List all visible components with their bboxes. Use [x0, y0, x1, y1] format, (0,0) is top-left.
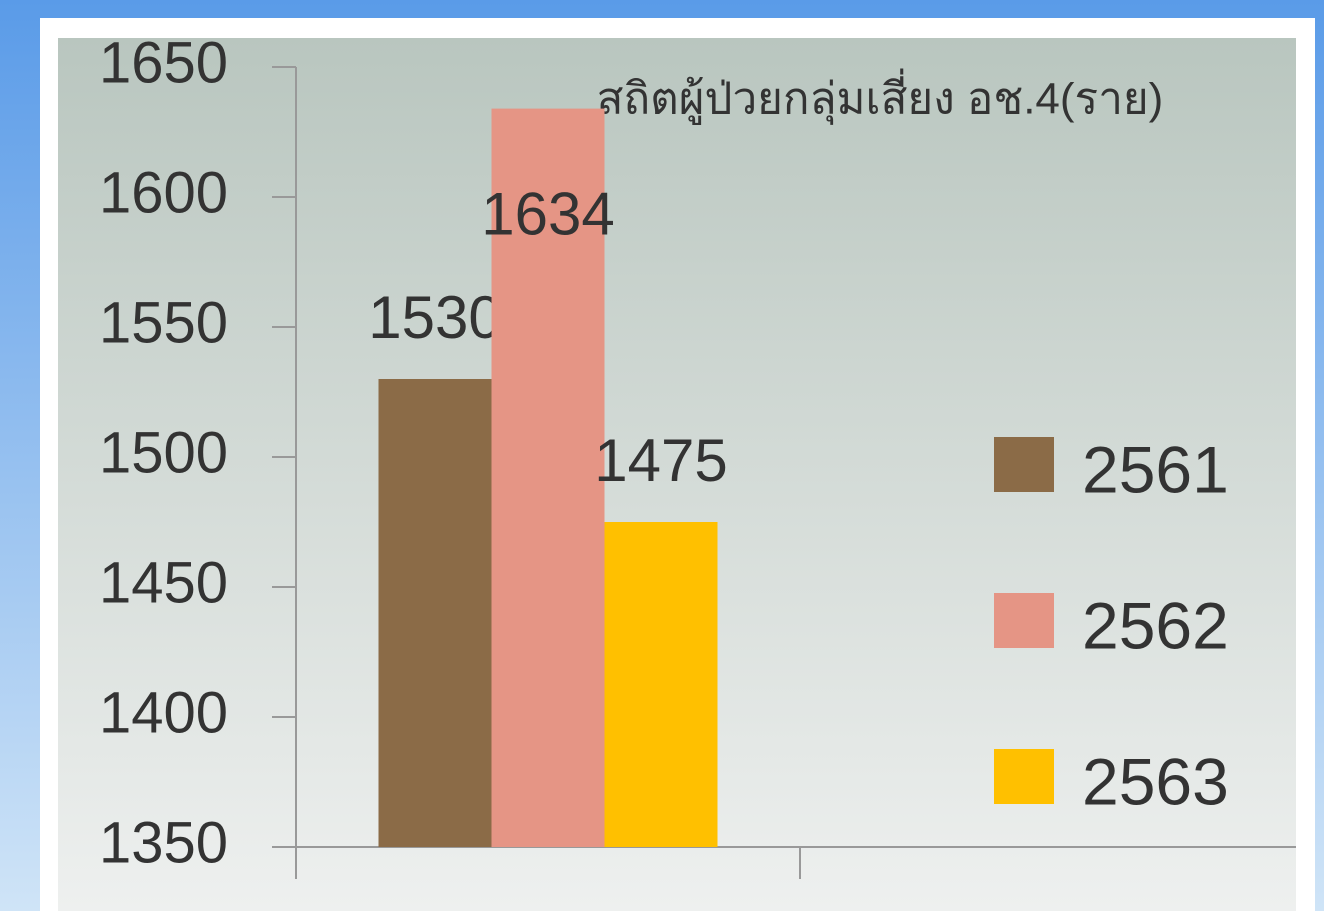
legend-swatch [994, 593, 1054, 648]
bar [604, 522, 718, 847]
bar [378, 379, 492, 847]
legend-label: 2561 [1082, 432, 1229, 506]
y-tick-label: 1450 [99, 550, 228, 615]
legend-label: 2563 [1082, 744, 1229, 818]
legend-swatch [994, 749, 1054, 804]
chart-title: สถิตผู้ป่วยกลุ่มเสี่ยง อช.4(ราย) [597, 68, 1164, 126]
y-tick-label: 1500 [99, 420, 228, 485]
y-tick-label: 1650 [99, 30, 228, 95]
y-tick-label: 1550 [99, 290, 228, 355]
legend-label: 2562 [1082, 588, 1229, 662]
legend-swatch [994, 437, 1054, 492]
data-label: 1530 [368, 284, 501, 351]
data-label: 1475 [594, 427, 727, 494]
y-tick-label: 1600 [99, 160, 228, 225]
bar [491, 108, 605, 848]
y-tick-label: 1350 [99, 810, 228, 875]
y-tick-label: 1400 [99, 680, 228, 745]
data-label: 1634 [481, 180, 614, 247]
